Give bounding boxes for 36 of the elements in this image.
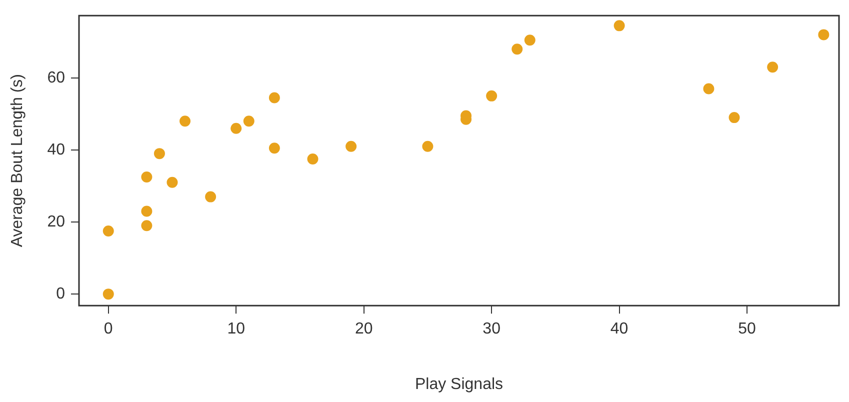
point (486, 90, 498, 102)
y-tick-label: 60 (47, 69, 66, 86)
point (102, 288, 114, 300)
point (512, 44, 523, 55)
point (243, 116, 254, 127)
point (268, 92, 280, 104)
point (141, 171, 152, 182)
point (818, 29, 830, 40)
x-tick-label: 20 (354, 320, 373, 338)
point (614, 20, 625, 32)
x-tick-label: 0 (104, 320, 113, 338)
point (524, 34, 536, 46)
y-tick-label: 0 (56, 285, 66, 302)
point (767, 62, 778, 73)
point (422, 140, 434, 152)
point (703, 83, 714, 94)
x-tick-label: 50 (738, 320, 756, 338)
point (102, 226, 114, 237)
y-tick-label: 20 (47, 213, 66, 230)
point (346, 140, 357, 152)
point (141, 206, 152, 217)
point (268, 142, 280, 154)
x-tick-label: 10 (227, 320, 246, 338)
x-tick-label: 30 (482, 320, 501, 338)
point (166, 176, 178, 188)
y-tick-label: 40 (47, 141, 66, 158)
point (180, 116, 191, 127)
point (154, 148, 165, 160)
point (307, 153, 318, 164)
point (205, 191, 216, 202)
point (728, 112, 740, 124)
point (230, 122, 242, 134)
x-tick-label: 40 (610, 320, 628, 338)
y-axis-title: Average Bout Length (s) (9, 74, 26, 248)
point (141, 220, 152, 232)
x-axis-title: Play Signals (414, 376, 504, 393)
